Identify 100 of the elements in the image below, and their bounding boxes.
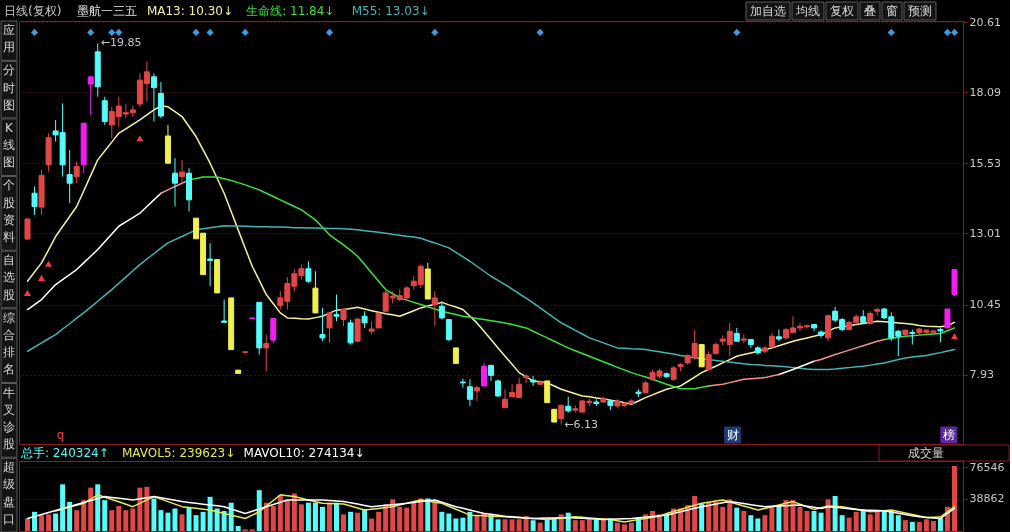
text: 均线 xyxy=(795,4,820,18)
y-tick-label: 10.45 xyxy=(969,298,1001,312)
bar xyxy=(32,511,38,531)
candlestick xyxy=(326,312,333,344)
y-tick-label: 76546 xyxy=(969,460,1005,474)
bar xyxy=(362,509,368,531)
bar xyxy=(88,487,94,531)
candlestick xyxy=(305,260,312,284)
bar xyxy=(179,514,185,531)
bar xyxy=(109,510,115,531)
point xyxy=(206,28,214,36)
bar xyxy=(804,511,810,531)
candlestick xyxy=(473,385,480,402)
bar xyxy=(713,501,719,531)
y-tick-label: 7.93 xyxy=(969,368,994,382)
bar xyxy=(818,512,824,531)
bar xyxy=(495,519,501,531)
y-tick-label: 15.53 xyxy=(969,156,1001,170)
text: 总手: 240324↑ xyxy=(20,446,109,460)
point xyxy=(31,28,39,36)
candlestick xyxy=(438,300,445,321)
text: M55: 13.03↓ xyxy=(351,4,430,18)
text: 叠 xyxy=(864,4,876,18)
chart-subtitle: 墨航一三五 xyxy=(76,4,137,18)
bar xyxy=(593,519,599,531)
line-series xyxy=(26,224,956,371)
bar xyxy=(376,511,382,531)
bar xyxy=(439,511,445,531)
bar xyxy=(537,522,543,531)
point xyxy=(38,274,46,281)
candlestick xyxy=(263,334,270,372)
text: 生命线: 11.84↓ xyxy=(246,4,335,18)
bar xyxy=(312,502,318,531)
bar xyxy=(762,515,768,531)
bar xyxy=(151,498,157,531)
annotation: ←19.85 xyxy=(100,36,142,50)
candlestick xyxy=(459,378,466,389)
bar xyxy=(797,506,803,531)
annotation: 榜 xyxy=(942,428,955,442)
bar xyxy=(650,511,656,531)
point xyxy=(325,28,334,36)
y-tick-label: 18.09 xyxy=(969,85,1001,99)
candlestick xyxy=(221,299,228,323)
chart-title: 日线(复权) xyxy=(4,4,62,18)
bar xyxy=(930,521,936,531)
bar xyxy=(783,500,789,531)
point xyxy=(23,289,32,296)
text: 复权 xyxy=(830,4,854,18)
bar xyxy=(193,515,199,531)
bar xyxy=(74,510,80,531)
point xyxy=(108,28,116,36)
candlestick xyxy=(73,161,80,184)
bar xyxy=(81,500,87,531)
candlestick xyxy=(544,380,551,404)
text: 牛叉诊股 xyxy=(3,385,15,452)
bar xyxy=(319,506,325,531)
text: 应用 xyxy=(3,23,15,55)
candlestick xyxy=(502,388,509,409)
text: MAVOL5: 239623↓ xyxy=(121,446,236,460)
bar xyxy=(544,519,550,531)
bar xyxy=(432,500,438,531)
candlestick xyxy=(270,317,277,344)
text: MA13: 10.30↓ xyxy=(146,4,233,18)
bar xyxy=(621,524,627,531)
candlestick xyxy=(150,72,157,123)
bar xyxy=(137,487,143,531)
candlestick xyxy=(825,314,832,342)
bar xyxy=(326,502,332,531)
text: K线图 xyxy=(3,120,15,170)
bar xyxy=(860,509,866,531)
point xyxy=(950,28,959,36)
bar xyxy=(769,506,775,531)
bar xyxy=(467,511,473,531)
bar xyxy=(720,506,726,531)
bar xyxy=(530,520,536,531)
bar xyxy=(172,508,178,531)
bar xyxy=(221,511,227,531)
point xyxy=(950,333,959,340)
candlestick xyxy=(207,242,214,287)
text: 超级盘口 xyxy=(3,460,15,526)
bar xyxy=(727,499,733,531)
candlestick xyxy=(179,159,186,184)
bar xyxy=(909,521,915,531)
bar xyxy=(853,511,859,531)
bar xyxy=(348,511,354,531)
bar xyxy=(67,501,73,531)
bar xyxy=(305,502,311,531)
point xyxy=(943,28,951,36)
bar xyxy=(502,519,508,531)
point xyxy=(87,28,95,36)
bar xyxy=(369,518,375,531)
bar xyxy=(123,510,129,531)
bar xyxy=(951,466,957,531)
candlestick xyxy=(698,344,705,368)
y-tick-label: 13.01 xyxy=(969,226,1001,240)
bar xyxy=(846,517,852,531)
candlestick xyxy=(333,294,340,322)
bar xyxy=(186,507,192,531)
point xyxy=(192,28,200,36)
bar xyxy=(902,520,908,531)
